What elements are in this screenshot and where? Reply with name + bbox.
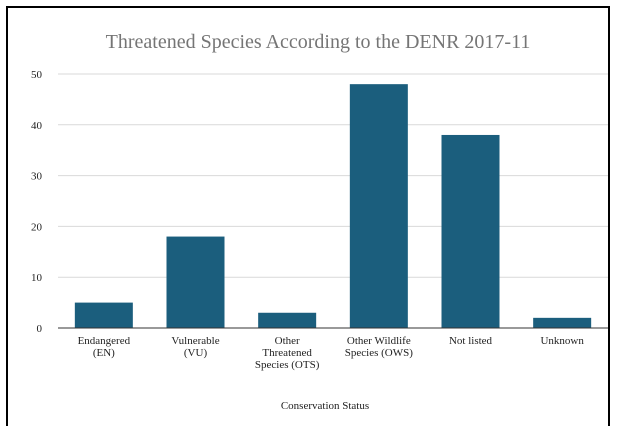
bar: [74, 302, 133, 328]
x-category-label: Other: [275, 335, 300, 347]
y-tick-label: 40: [31, 120, 43, 132]
y-tick-label: 10: [31, 272, 43, 284]
x-category-label: Not listed: [449, 335, 493, 347]
bar: [349, 84, 408, 328]
x-category-label: Species (OWS): [345, 347, 413, 359]
x-category-label: Other Wildlife: [347, 335, 411, 347]
bar: [258, 312, 317, 328]
y-tick-label: 20: [31, 221, 43, 233]
x-category-label: Threatened: [262, 347, 312, 359]
x-axis-category-labels: Endangered(EN) Vulnerable(VU) OtherThreate…: [78, 335, 585, 371]
x-category-label: Unknown: [540, 335, 584, 347]
x-category-label: (EN): [93, 347, 115, 359]
chart-title: Threatened Species According to the DENR…: [106, 31, 531, 53]
x-category-label: Vulnerable: [171, 335, 219, 347]
chart-frame: [6, 6, 610, 426]
x-category-label: Species (OTS): [255, 359, 320, 371]
bar: [441, 134, 500, 328]
bar: [166, 236, 225, 328]
bar: [533, 317, 592, 328]
y-tick-label: 30: [31, 171, 43, 183]
y-tick-label: 50: [31, 69, 43, 81]
grid-lines: [58, 73, 608, 278]
x-axis-title: Conservation Status: [281, 400, 369, 412]
bars: [74, 84, 592, 328]
y-tick-label: 0: [37, 323, 43, 335]
y-axis-ticks: 0 10 20 30 40 50: [31, 69, 43, 335]
x-category-label: (VU): [184, 347, 208, 359]
x-category-label: Endangered: [78, 335, 131, 347]
